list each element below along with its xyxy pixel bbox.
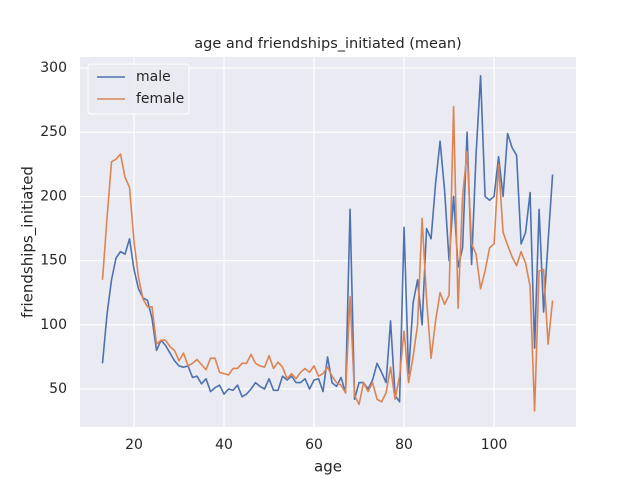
data-line	[101, 105, 554, 412]
y-axis-label: friendships_initiated	[19, 166, 38, 318]
x-tick-label: 100	[481, 437, 508, 453]
data-line	[101, 74, 554, 403]
x-tick-label: 20	[125, 437, 143, 453]
x-tick-label: 80	[395, 437, 413, 453]
y-tick-label: 300	[40, 60, 67, 76]
chart-title: age and friendships_initiated (mean)	[194, 36, 461, 52]
x-tick-label: 60	[305, 437, 323, 453]
y-tick-label: 100	[40, 317, 67, 333]
legend-label: male	[136, 69, 171, 85]
x-tick-label: 40	[215, 437, 233, 453]
plot-area	[80, 57, 576, 427]
y-tick-label: 200	[40, 188, 67, 204]
legend-label: female	[136, 91, 184, 107]
x-axis-label: age	[314, 458, 342, 476]
y-tick-label: 150	[40, 253, 67, 269]
lines	[101, 74, 554, 412]
legend: male female	[87, 63, 190, 115]
y-tick-label: 250	[40, 124, 67, 140]
y-tick-label: 50	[49, 381, 67, 397]
